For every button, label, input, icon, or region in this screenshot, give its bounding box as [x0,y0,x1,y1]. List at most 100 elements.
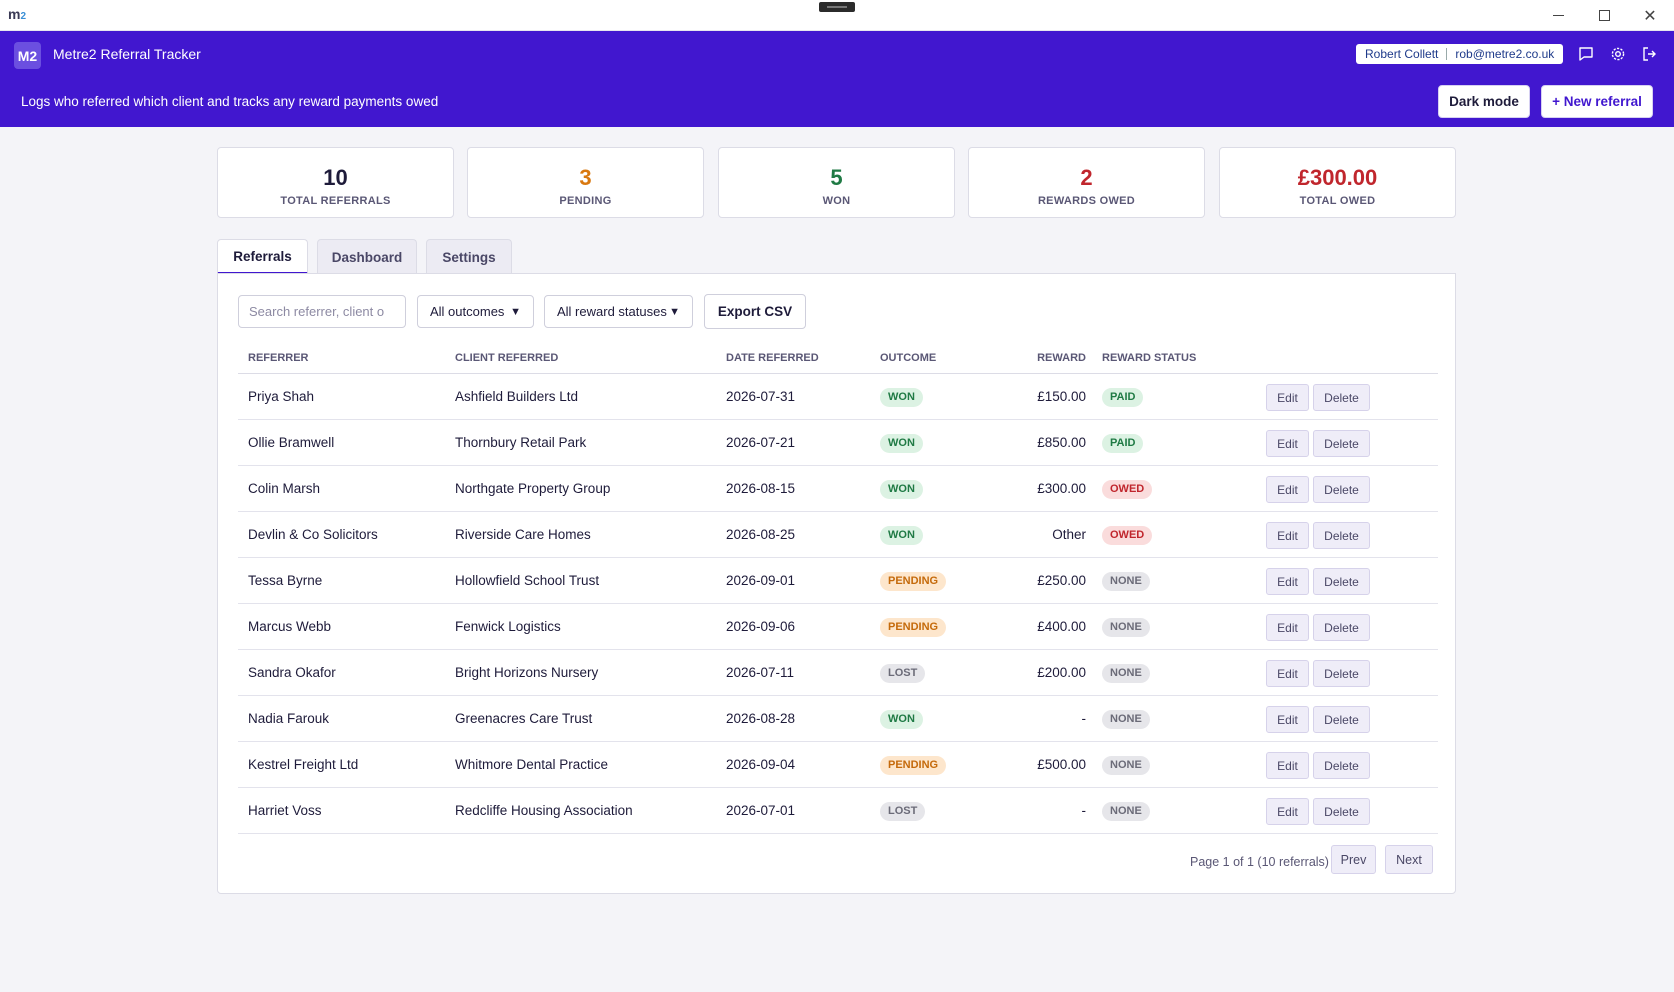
stat-label: TOTAL OWED [1299,195,1376,207]
close-window-button[interactable]: ✕ [1627,0,1673,31]
window-titlebar: m2 ✕ [0,0,1674,31]
drag-handle[interactable] [819,2,855,12]
table-row[interactable]: Kestrel Freight Ltd Whitmore Dental Pract… [238,742,1438,788]
app-title: Metre2 Referral Tracker [53,46,201,62]
table-row[interactable]: Priya Shah Ashfield Builders Ltd 2026-07-3… [238,374,1438,420]
edit-button[interactable]: Edit [1266,752,1309,779]
table-row[interactable]: Tessa Byrne Hollowfield School Trust 2026-… [238,558,1438,604]
new-referral-button[interactable]: + New referral [1541,85,1653,118]
table-header: REFERRER CLIENT REFERRED DATE REFERRED O… [238,352,1438,374]
reward-cell: £500.00 [1037,757,1086,772]
outcome-badge: WON [880,526,923,545]
client-cell: Greenacres Care Trust [455,711,593,726]
table-row[interactable]: Devlin & Co Solicitors Riverside Care Hom… [238,512,1438,558]
table-row[interactable]: Colin Marsh Northgate Property Group 2026-… [238,466,1438,512]
edit-button[interactable]: Edit [1266,476,1309,503]
stat-card-total-owed: £300.00 TOTAL OWED [1219,147,1456,218]
chat-icon[interactable] [1576,44,1596,64]
table-row[interactable]: Harriet Voss Redcliffe Housing Associatio… [238,788,1438,834]
tab-settings[interactable]: Settings [426,239,512,275]
delete-button[interactable]: Delete [1313,752,1370,779]
referrer-cell: Tessa Byrne [248,573,323,588]
client-cell: Redcliffe Housing Association [455,803,633,818]
prev-page-button[interactable]: Prev [1331,845,1376,874]
date-cell: 2026-07-31 [726,389,796,404]
export-csv-button[interactable]: Export CSV [704,294,806,329]
referrer-cell: Harriet Voss [248,803,322,818]
stat-label: REWARDS OWED [1037,195,1136,207]
app-header: M2 Metre2 Referral Tracker Robert Collet… [0,31,1674,127]
reward-cell: £200.00 [1037,665,1086,680]
table-row[interactable]: Sandra Okafor Bright Horizons Nursery 2026… [238,650,1438,696]
delete-button[interactable]: Delete [1313,476,1370,503]
reward-cell: £850.00 [1037,435,1086,450]
column-header-reward-status[interactable]: REWARD STATUS [1102,352,1197,364]
column-header-referrer[interactable]: REFERRER [248,352,309,364]
referrer-cell: Ollie Bramwell [248,435,335,450]
delete-button[interactable]: Delete [1313,614,1370,641]
next-page-button[interactable]: Next [1385,845,1433,874]
client-cell: Fenwick Logistics [455,619,561,634]
outcome-badge: PENDING [880,618,947,637]
outcome-filter-select[interactable]: All outcomes ▼ [417,295,534,328]
chevron-down-icon: ▼ [669,305,680,318]
minimize-button[interactable] [1535,0,1581,31]
logout-icon[interactable] [1639,44,1659,64]
column-header-reward[interactable]: REWARD [1037,352,1086,364]
delete-button[interactable]: Delete [1313,706,1370,733]
reward-status-filter-select[interactable]: All reward statuses ▼ [544,295,693,328]
user-pill[interactable]: Robert Collett rob@metre2.co.uk [1356,44,1564,64]
stat-label: WON [822,195,851,207]
edit-button[interactable]: Edit [1266,614,1309,641]
reward-cell: - [1081,711,1087,726]
reward-cell: £150.00 [1037,389,1086,404]
stat-card-rewards-owed: 2 REWARDS OWED [968,147,1205,218]
client-cell: Bright Horizons Nursery [455,665,599,680]
edit-button[interactable]: Edit [1266,706,1309,733]
dark-mode-button[interactable]: Dark mode [1438,85,1530,118]
tab-dashboard[interactable]: Dashboard [317,239,417,275]
delete-button[interactable]: Delete [1313,522,1370,549]
stat-card-total-referrals: 10 TOTAL REFERRALS [217,147,454,218]
referrals-table-body: Priya Shah Ashfield Builders Ltd 2026-07-3… [238,374,1438,834]
edit-button[interactable]: Edit [1266,660,1309,687]
edit-button[interactable]: Edit [1266,384,1309,411]
column-header-client[interactable]: CLIENT REFERRED [455,352,559,364]
maximize-button[interactable] [1581,0,1627,31]
delete-button[interactable]: Delete [1313,430,1370,457]
reward-status-filter-value: All reward statuses [557,304,667,319]
edit-button[interactable]: Edit [1266,522,1309,549]
gear-icon[interactable] [1608,44,1628,64]
user-email: rob@metre2.co.uk [1455,47,1555,61]
header-subtitle: Logs who referred which client and track… [21,94,439,109]
referrer-cell: Priya Shah [248,389,315,404]
reward-status-badge: NONE [1102,710,1150,729]
reward-status-badge: NONE [1102,664,1150,683]
user-name: Robert Collett [1365,47,1439,61]
reward-cell: £400.00 [1037,619,1086,634]
stat-value: £300.00 [1297,165,1378,190]
stat-value: 3 [579,165,592,190]
date-cell: 2026-09-06 [726,619,796,634]
delete-button[interactable]: Delete [1313,798,1370,825]
reward-status-badge: PAID [1102,434,1144,453]
column-header-date[interactable]: DATE REFERRED [726,352,819,364]
edit-button[interactable]: Edit [1266,568,1309,595]
referrer-cell: Colin Marsh [248,481,321,496]
reward-status-badge: PAID [1102,388,1144,407]
edit-button[interactable]: Edit [1266,430,1309,457]
delete-button[interactable]: Delete [1313,660,1370,687]
search-input[interactable] [238,295,406,328]
table-row[interactable]: Nadia Farouk Greenacres Care Trust 2026-08… [238,696,1438,742]
pagination-status: Page 1 of 1 (10 referrals) [1190,855,1329,869]
referrer-cell: Marcus Webb [248,619,332,634]
table-row[interactable]: Marcus Webb Fenwick Logistics 2026-09-06 PE… [238,604,1438,650]
edit-button[interactable]: Edit [1266,798,1309,825]
delete-button[interactable]: Delete [1313,384,1370,411]
column-header-outcome[interactable]: OUTCOME [880,352,937,364]
reward-status-badge: NONE [1102,572,1150,591]
table-row[interactable]: Ollie Bramwell Thornbury Retail Park 2026-… [238,420,1438,466]
delete-button[interactable]: Delete [1313,568,1370,595]
tab-referrals[interactable]: Referrals [217,239,308,275]
referrer-cell: Devlin & Co Solicitors [248,527,378,542]
